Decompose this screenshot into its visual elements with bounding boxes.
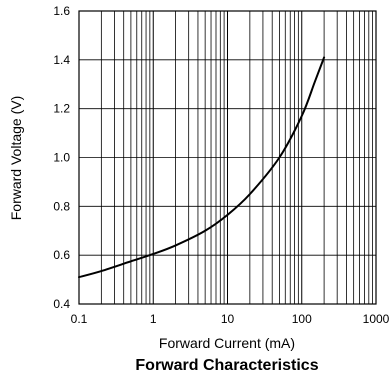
y-tick-label: 0.4 xyxy=(53,297,70,311)
series-layer xyxy=(78,56,326,279)
y-tick-label: 1.2 xyxy=(53,102,70,116)
chart-title: Forward Characteristics xyxy=(135,357,318,374)
y-tick-label: 1.0 xyxy=(53,151,70,165)
y-axis-title: Forward Voltage (V) xyxy=(8,96,24,221)
y-tick-label: 1.6 xyxy=(53,4,70,18)
x-tick-label: 1 xyxy=(150,312,157,326)
x-axis-title: Forward Current (mA) xyxy=(159,335,295,351)
y-tick-label: 0.6 xyxy=(53,248,70,262)
forward-voltage-curve xyxy=(78,56,326,279)
tick-labels: 0.1 1 10 100 1000 0.4 0.6 0.8 1.0 1.2 1.4 1.6 xyxy=(53,4,389,326)
x-tick-label: 100 xyxy=(292,312,312,326)
y-tick-label: 0.8 xyxy=(53,199,70,213)
x-tick-label: 10 xyxy=(221,312,235,326)
x-tick-label: 1000 xyxy=(363,312,390,326)
y-tick-label: 1.4 xyxy=(53,53,70,67)
plot-frame xyxy=(78,10,377,305)
x-tick-label: 0.1 xyxy=(71,312,88,326)
grid xyxy=(79,11,376,304)
